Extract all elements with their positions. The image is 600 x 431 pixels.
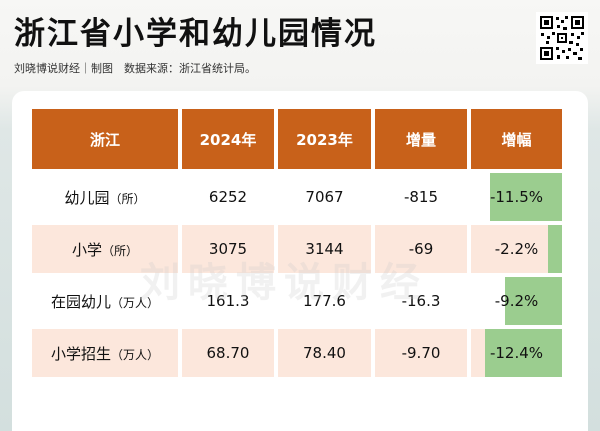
cell-pct: -9.2% — [471, 277, 562, 325]
cell-pct: -12.4% — [471, 329, 562, 377]
cell-2023: 78.40 — [278, 329, 371, 377]
qr-code-icon — [536, 12, 588, 64]
row-unit: （所） — [102, 243, 139, 258]
pct-bar — [484, 329, 562, 377]
page-title: 浙江省小学和幼儿园情况 — [14, 16, 377, 52]
cell-2023: 177.6 — [278, 277, 371, 325]
pct-value: -9.2% — [494, 292, 539, 310]
row-name: 小学 — [71, 240, 102, 259]
pct-bar — [504, 277, 562, 325]
cell-delta: -9.70 — [375, 329, 467, 377]
cell-2024: 68.70 — [182, 329, 274, 377]
cell-delta: -69 — [375, 225, 467, 273]
row-unit: （万人） — [111, 347, 160, 362]
pct-value: -11.5% — [489, 188, 544, 206]
cell-delta: -16.3 — [375, 277, 467, 325]
table-card: 浙江 2024年 2023年 增量 增幅 幼儿园（所） 6252 7067 -8… — [12, 91, 588, 431]
row-label: 在园幼儿（万人） — [32, 277, 178, 325]
table-row: 小学（所） 3075 3144 -69 -2.2% — [32, 225, 562, 273]
cell-2024: 161.3 — [182, 277, 274, 325]
pct-value: -2.2% — [494, 240, 539, 258]
pct-bar — [548, 225, 562, 273]
row-label: 幼儿园（所） — [32, 173, 178, 221]
table-header-row: 浙江 2024年 2023年 增量 增幅 — [32, 109, 562, 169]
header-2023: 2023年 — [278, 109, 371, 169]
cell-pct: -2.2% — [471, 225, 562, 273]
header-pct: 增幅 — [471, 109, 562, 169]
table-row: 小学招生（万人） 68.70 78.40 -9.70 -12.4% — [32, 329, 562, 377]
row-unit: （万人） — [111, 295, 160, 310]
row-name: 在园幼儿 — [50, 292, 111, 311]
row-label: 小学（所） — [32, 225, 178, 273]
pct-value: -12.4% — [489, 344, 544, 362]
header-delta: 增量 — [375, 109, 467, 169]
page-subtitle: 刘晓博说财经｜制图 数据来源：浙江省统计局。 — [14, 62, 256, 75]
header-2024: 2024年 — [182, 109, 274, 169]
table-row: 在园幼儿（万人） 161.3 177.6 -16.3 -9.2% — [32, 277, 562, 325]
row-name: 小学招生 — [50, 344, 111, 363]
pct-bar — [490, 173, 562, 221]
cell-2023: 3144 — [278, 225, 371, 273]
cell-2024: 6252 — [182, 173, 274, 221]
header-region: 浙江 — [32, 109, 178, 169]
row-label: 小学招生（万人） — [32, 329, 178, 377]
cell-2023: 7067 — [278, 173, 371, 221]
row-name: 幼儿园 — [64, 188, 110, 207]
cell-pct: -11.5% — [471, 173, 562, 221]
row-unit: （所） — [109, 191, 146, 206]
table-row: 幼儿园（所） 6252 7067 -815 -11.5% — [32, 173, 562, 221]
cell-2024: 3075 — [182, 225, 274, 273]
cell-delta: -815 — [375, 173, 467, 221]
data-table: 浙江 2024年 2023年 增量 增幅 幼儿园（所） 6252 7067 -8… — [28, 105, 566, 381]
